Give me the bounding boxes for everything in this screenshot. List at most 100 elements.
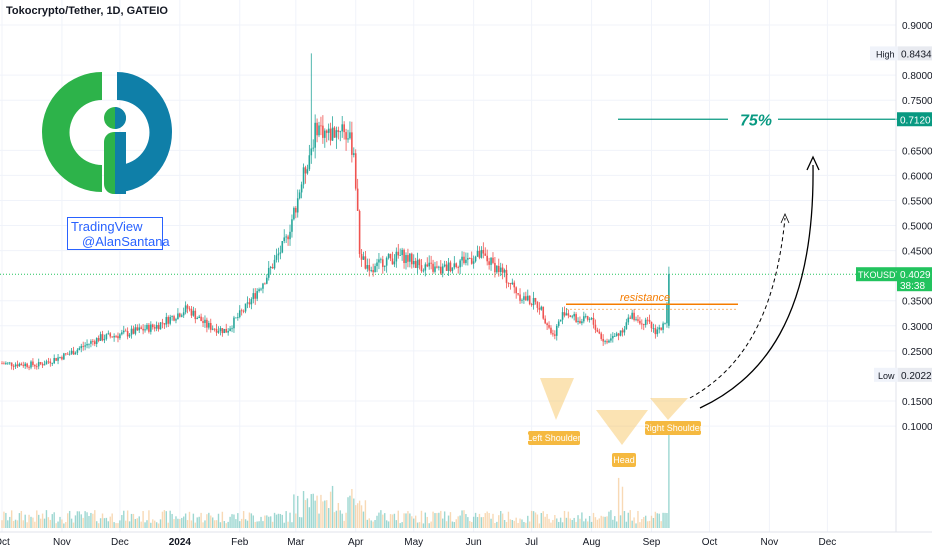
candle-body [641,323,643,325]
candle-body [590,317,593,320]
volume-bar [94,510,96,528]
candle-body [370,270,373,271]
candle-body [403,249,405,263]
volume-bar [88,516,90,528]
watermark-box: TradingView @AlanSantana [67,217,170,250]
volume-bar [538,523,541,528]
volume-bar [428,523,430,528]
volume-bar [596,519,599,528]
candle-body [515,287,517,294]
low-label: Low [878,371,895,381]
volume-bar [385,520,388,528]
candle-body [194,310,197,320]
volume-bar [67,513,69,528]
volume-bar [210,515,212,528]
candle-body [188,308,191,310]
candle-body [206,319,208,328]
candle-body [629,317,632,319]
time-tick-label: Aug [583,537,601,548]
volume-bar [225,523,227,528]
candle-body [260,288,262,290]
price-tick-label: 0.1000 [902,422,932,433]
volume-bar [293,494,295,528]
volume-bar [92,513,94,528]
low-value-bg [898,367,932,382]
candle-body [399,255,401,256]
candle-body [486,255,488,262]
volume-bar [107,521,110,528]
volume-bar [627,512,629,528]
volume-bar [422,523,425,528]
volume-bar [184,513,187,528]
volume-bar [573,517,575,528]
candle-body [180,315,183,317]
volume-bar [567,511,570,528]
volume-bar [633,517,635,528]
volume-bar [480,517,483,528]
volume-bar [360,505,363,528]
volume-bar [629,510,631,528]
candle-body [635,319,637,321]
time-axis[interactable]: Oct Nov Dec 2024 Feb Mar Apr May Jun Jul Aug Sep Oct… [0,537,836,548]
volume-bar [119,520,121,528]
candle-body [559,319,562,322]
candle-body [536,301,539,308]
volume-bar [457,516,459,528]
volume-bar [331,485,334,528]
candle-body [569,315,572,317]
candle-body [441,266,444,274]
volume-bar [544,516,546,528]
volume-bar [84,511,86,528]
volume-bar [594,517,597,528]
volume-bar [74,515,77,528]
volume-bar [70,518,73,528]
volume-bar [7,520,9,528]
candle-body [115,336,117,337]
candle-body [204,319,206,323]
candle-body [26,363,28,367]
candle-body [215,328,218,333]
candle-body [68,353,71,355]
volume-bar [179,519,181,528]
volume-bar [90,512,92,528]
price-tick-label: 0.4500 [902,247,932,258]
volume-bar [583,521,585,528]
candle-body [136,327,139,331]
candle-body [382,259,384,267]
candle-body [397,251,400,256]
volume-bar [268,516,270,528]
volume-bar [287,521,289,528]
candle-body [642,324,645,326]
volume-bar [258,521,260,528]
volume-bar [231,514,233,528]
candle-body [304,167,307,174]
candle-body [192,310,195,316]
volume-bar [484,513,486,528]
volume-bar [82,517,84,528]
time-tick-label: Oct [702,537,718,548]
price-axis[interactable]: 0.9000 0.8000 0.7500 0.6500 0.6000 0.5500 0.50… [856,21,932,433]
volume-bar [401,522,403,528]
candle-body [122,330,125,333]
candle-body [217,331,220,333]
candle-body [22,365,25,367]
candle-body [438,266,440,268]
volume-bar [22,520,24,528]
candle-body [78,348,81,350]
candle-body [468,258,471,259]
volume-bar [59,516,61,528]
volume-bar [362,511,365,528]
volume-bar [144,522,146,528]
volume-bar [55,523,57,528]
candle-body [401,249,403,256]
volume-bar [532,511,535,528]
target-percent-label: 75% [740,112,772,129]
volume-bar [442,518,444,528]
volume-bar [53,512,55,528]
volume-bar [329,491,332,528]
volume-bar [615,521,618,528]
candle-body [430,262,432,264]
volume-bar [409,513,411,528]
volume-bar [387,521,390,528]
